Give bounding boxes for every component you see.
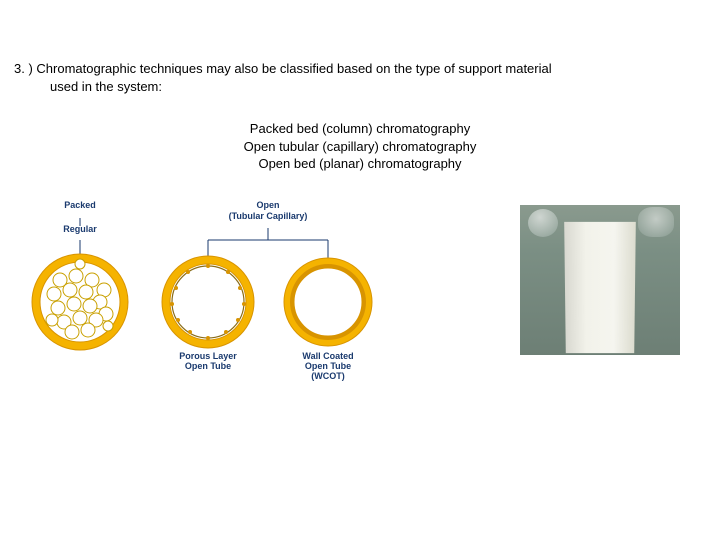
label-tubular: (Tubular Capillary) xyxy=(218,211,318,221)
list-item: Packed bed (column) chromatography xyxy=(0,120,720,138)
label-packed: Packed xyxy=(60,200,100,210)
label-regular: Regular xyxy=(60,224,100,234)
intro-text: 3. ) Chromatographic techniques may also… xyxy=(14,60,706,95)
photo-glassware-icon xyxy=(638,207,674,237)
tlc-plate-photo xyxy=(520,205,680,355)
label-open: Open xyxy=(218,200,318,210)
photo-glassware-icon xyxy=(528,209,558,237)
list-item: Open bed (planar) chromatography xyxy=(0,155,720,173)
label-wcot-bottom: Wall Coated Open Tube (WCOT) xyxy=(288,352,368,382)
label-porous-bottom: Porous Layer Open Tube xyxy=(168,352,248,372)
photo-tlc-plate xyxy=(564,222,636,353)
intro-line1: 3. ) Chromatographic techniques may also… xyxy=(14,60,706,78)
list-item: Open tubular (capillary) chromatography xyxy=(0,138,720,156)
intro-line2: used in the system: xyxy=(14,78,706,96)
column-diagrams: Packed Regular Open (Tubular Capillary) xyxy=(18,200,398,390)
chromatography-list: Packed bed (column) chromatography Open … xyxy=(0,120,720,173)
